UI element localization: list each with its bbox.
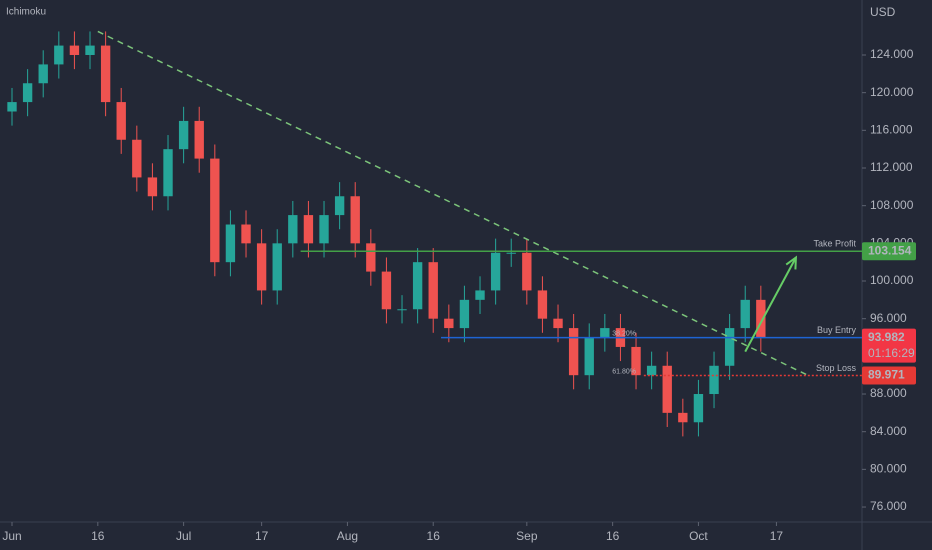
- y-tick-label: 100.000: [870, 273, 914, 287]
- candle-body: [553, 318, 563, 329]
- candle-body: [724, 328, 735, 366]
- x-tick-label: Sep: [516, 529, 538, 543]
- candle-body: [225, 224, 236, 263]
- candle-body: [646, 365, 657, 376]
- x-tick-label: 16: [427, 529, 441, 543]
- candle-body: [693, 394, 704, 423]
- indicator-label: Ichimoku: [6, 7, 46, 18]
- candle-body: [740, 299, 750, 329]
- candle-body: [272, 243, 282, 291]
- candle-body: [69, 45, 80, 55]
- x-tick-label: 16: [606, 529, 620, 543]
- candle-body: [116, 102, 126, 140]
- x-tick-label: 17: [255, 529, 269, 543]
- candle-body: [241, 224, 251, 244]
- y-tick-label: 108.000: [870, 198, 914, 212]
- arrow-shaft: [744, 256, 797, 353]
- candle-body: [678, 412, 688, 423]
- x-tick-label: 17: [770, 529, 784, 543]
- candle-body: [22, 83, 33, 103]
- candle-body: [568, 328, 579, 376]
- candle-body: [600, 328, 610, 338]
- candle-body: [475, 290, 485, 300]
- candle-body: [256, 243, 267, 291]
- candle-body: [147, 177, 158, 197]
- y-tick-label: 112.000: [870, 160, 913, 174]
- countdown: 01:16:29: [868, 346, 915, 360]
- candle-body: [7, 102, 17, 112]
- candle-body: [178, 120, 189, 150]
- level-price-box: [862, 242, 916, 261]
- candle-body: [163, 149, 173, 197]
- candle-body: [522, 252, 532, 291]
- fib-label: 38.20%: [612, 331, 636, 338]
- x-tick-label: Jun: [2, 529, 21, 543]
- x-tick-label: 16: [91, 529, 105, 543]
- arrow-head: [785, 255, 798, 270]
- x-tick-label: Jul: [176, 529, 191, 543]
- candle-body: [412, 262, 423, 310]
- candle-body: [584, 337, 594, 376]
- candle-body: [756, 299, 766, 338]
- candle-body: [397, 309, 407, 311]
- candle-body: [319, 215, 329, 244]
- x-tick-label: Oct: [689, 529, 708, 543]
- candle-body: [490, 252, 501, 291]
- y-tick-label: 96.000: [870, 311, 907, 325]
- candle-body: [444, 318, 454, 329]
- currency-label: USD: [870, 5, 896, 19]
- level-price-label: 89.971: [868, 368, 905, 382]
- candle-body: [506, 252, 516, 254]
- candle-body: [132, 139, 142, 178]
- candle-body: [350, 196, 360, 244]
- y-tick-label: 124.000: [870, 47, 914, 61]
- y-tick-label: 76.000: [870, 499, 907, 513]
- candle-body: [38, 64, 48, 84]
- level-price-label: 93.982: [868, 330, 905, 344]
- candle-body: [303, 215, 314, 244]
- candle-body: [662, 365, 672, 413]
- candle-body: [334, 196, 345, 216]
- candle-body: [288, 215, 298, 244]
- y-tick-label: 80.000: [870, 462, 907, 476]
- y-tick-label: 88.000: [870, 386, 907, 400]
- candle-body: [85, 45, 95, 55]
- x-tick-label: Aug: [337, 529, 358, 543]
- level-name: Buy Entry: [817, 325, 857, 335]
- level-name: Take Profit: [813, 239, 856, 249]
- candle-body: [459, 299, 470, 329]
- level-name: Stop Loss: [816, 363, 857, 373]
- candle-body: [428, 262, 438, 319]
- level-price-box: [862, 366, 916, 385]
- candle-body: [366, 243, 376, 272]
- candle-body: [210, 158, 220, 263]
- fib-label: 61.80%: [612, 368, 636, 375]
- y-tick-label: 116.000: [870, 123, 913, 137]
- y-tick-label: 120.000: [870, 85, 914, 99]
- candle-body: [194, 120, 204, 159]
- y-tick-label: 84.000: [870, 424, 907, 438]
- candle-body: [709, 365, 719, 395]
- candle-body: [631, 346, 641, 376]
- candle-body: [100, 45, 111, 103]
- candle-body: [537, 290, 548, 319]
- level-price-box: [862, 328, 916, 363]
- candle-body: [381, 271, 392, 310]
- candle-body: [54, 45, 64, 65]
- level-price-label: 103.154: [868, 243, 912, 257]
